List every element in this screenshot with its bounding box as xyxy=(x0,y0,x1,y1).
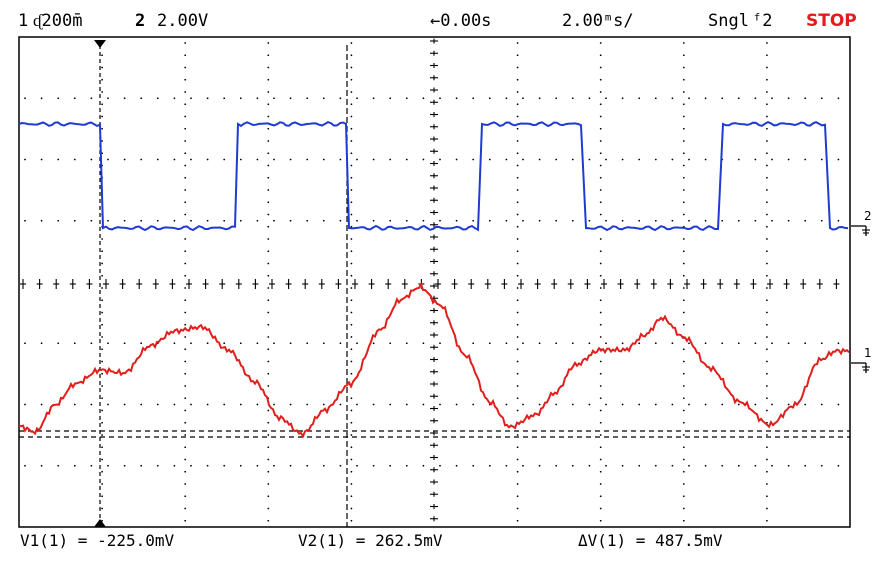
trigger-position-marker-icon xyxy=(94,519,106,527)
ch2-number: 2 xyxy=(135,11,146,31)
ch1-ground-icon xyxy=(851,362,870,373)
ch1-analog-trace xyxy=(18,282,850,439)
ch2-scale: 2.00V xyxy=(157,11,209,31)
ch2-square-trace xyxy=(18,120,849,232)
ch1-scale: ᶑ200m̄ xyxy=(33,11,83,31)
ch1-marker-label: 1 xyxy=(864,346,872,360)
ch2-ground-icon xyxy=(851,225,870,236)
trigger-position-marker-icon xyxy=(94,40,106,48)
delay-readout: ←0.00s xyxy=(430,11,492,31)
trigger-source: ᶠ2 xyxy=(752,11,773,31)
trigger-mode: Sngl xyxy=(708,11,749,31)
ch2-marker-label: 2 xyxy=(864,209,872,223)
graticule-border xyxy=(18,36,851,528)
measurement-v1: V1(1) = -225.0mV xyxy=(20,531,175,550)
graticule-grid xyxy=(20,38,840,522)
measurement-v2: V2(1) = 262.5mV xyxy=(298,531,443,550)
timebase-readout: 2.00ᵐs/ xyxy=(562,11,634,31)
run-state-stop: STOP xyxy=(806,11,857,31)
ch1-number: 1 xyxy=(18,11,29,31)
measurement-delta-v: ΔV(1) = 487.5mV xyxy=(578,531,723,550)
